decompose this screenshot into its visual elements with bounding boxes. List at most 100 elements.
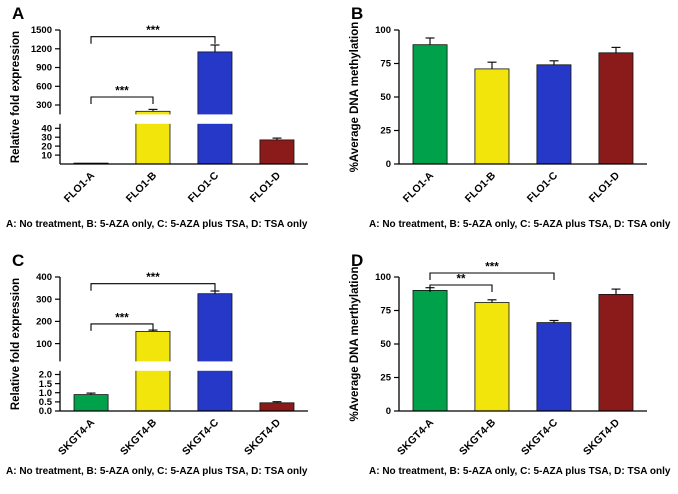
bar-FLO1-B (474, 68, 510, 165)
y-tick-label: 30 (41, 132, 52, 143)
x-tick-label-FLO1-B: FLO1-B (124, 169, 160, 205)
y-tick-label: 600 (36, 82, 52, 93)
bar-FLO1-C (536, 64, 572, 165)
significance-bracket (90, 36, 216, 44)
bar-SKGT4-D (259, 402, 295, 412)
x-tick-label-FLO1-A: FLO1-A (62, 169, 98, 205)
treatment-caption-A: A: No treatment, B: 5-AZA only, C: 5-AZA… (6, 219, 308, 230)
x-tick-label-SKGT4-D: SKGT4-D (581, 416, 622, 457)
panel-A: A 10 20 30 40 300 600 900 1200 1500 FLO1-A FLO1-B F… (0, 0, 339, 247)
y-tick-label: 50 (380, 92, 391, 103)
x-tick-label-FLO1-A: FLO1-A (401, 169, 437, 205)
significance-label: ** (457, 274, 466, 286)
x-tick-label-FLO1-C: FLO1-C (525, 169, 561, 205)
error-bar-SKGT4-C (210, 290, 220, 294)
significance-label: *** (146, 25, 160, 37)
x-tick-label-FLO1-D: FLO1-D (587, 169, 623, 205)
panel-letter-A: A (12, 4, 25, 23)
y-axis-label: %Average DNA merthylation (349, 266, 361, 421)
chart-svg: 0.00.51.01.52.0 100 200 300 400 SKGT4-A SKGT4-… (10, 272, 308, 458)
bar-SKGT4-A (73, 394, 109, 412)
panel-letter-C: C (12, 251, 25, 270)
error-bar-FLO1-D (272, 137, 282, 140)
panel-D: D 0 25 50 75 100 SKGT4-A SKGT4-B SKGT4-C SKGT4-D… (339, 247, 678, 494)
error-bar-FLO1-D (611, 46, 621, 53)
bar-SKGT4-C (536, 322, 572, 412)
error-bar-SKGT4-D (272, 401, 282, 403)
y-tick-label: 1200 (31, 44, 52, 55)
bar-FLO1-A (412, 44, 448, 165)
bar-chart-A: 10 20 30 40 300 600 900 1200 1500 FLO1-A FLO1-B FLO… (6, 12, 326, 214)
x-tick-label-SKGT4-A: SKGT4-A (56, 416, 97, 457)
significance-label: *** (485, 262, 499, 274)
error-bar-FLO1-A (425, 37, 435, 45)
y-tick-label: 400 (36, 272, 52, 283)
bar-chart-D: 0 25 50 75 100 SKGT4-A SKGT4-B SKGT4-C SKGT4-D %A… (345, 259, 665, 461)
y-tick-label: 300 (36, 100, 52, 111)
error-bar-FLO1-C (210, 44, 220, 52)
error-bar-FLO1-C (549, 60, 559, 65)
y-tick-label: 0 (386, 406, 391, 417)
y-tick-label: 1500 (31, 25, 52, 36)
y-tick-label: 10 (41, 150, 52, 161)
treatment-caption-D: A: No treatment, B: 5-AZA only, C: 5-AZA… (369, 466, 671, 477)
significance-bracket (429, 272, 555, 280)
bar-chart-C: 0.0 0.5 1.0 1.5 2.0 100 200 300 400 SKGT4-A SKGT4-… (6, 259, 326, 461)
y-tick-label: 100 (36, 339, 52, 350)
y-tick-label: 1.0 (39, 388, 52, 399)
bar-SKGT4-C (197, 293, 233, 412)
y-tick-label: 300 (36, 294, 52, 305)
y-tick-label: 40 (41, 124, 52, 135)
error-bar-FLO1-B (148, 108, 158, 112)
error-bar-SKGT4-B (487, 299, 497, 303)
significance-bracket (90, 96, 154, 104)
x-tick-label-SKGT4-B: SKGT4-B (457, 416, 498, 457)
y-tick-label: 25 (380, 126, 391, 137)
y-axis-label: Relative fold expression (10, 278, 22, 410)
chart-svg: 0 25 50 75 100 SKGT4-A SKGT4-B SKGT4-C SKGT4-D %A… (349, 262, 647, 458)
panel-B: B 0 25 50 75 100 FLO1-A FLO1-B FLO1-C FLO1-D %Ave… (339, 0, 678, 247)
x-tick-label-SKGT4-C: SKGT4-C (180, 416, 221, 457)
significance-label: *** (115, 312, 129, 324)
panel-letter-B: B (351, 4, 364, 23)
x-tick-label-FLO1-B: FLO1-B (463, 169, 499, 205)
significance-bracket (90, 323, 154, 331)
x-tick-label-SKGT4-A: SKGT4-A (395, 416, 436, 457)
error-bar-SKGT4-A (86, 392, 96, 395)
panel-letter-D: D (351, 251, 364, 270)
bar-FLO1-D (259, 139, 295, 165)
y-tick-label: 2.0 (39, 370, 52, 381)
y-tick-label: 25 (380, 373, 391, 384)
bar-SKGT4-B (474, 302, 510, 412)
bar-FLO1-C (197, 51, 233, 165)
error-bar-FLO1-B (487, 61, 497, 69)
treatment-caption-B: A: No treatment, B: 5-AZA only, C: 5-AZA… (369, 219, 671, 230)
significance-label: *** (115, 86, 129, 98)
axes (59, 277, 308, 412)
x-tick-label-SKGT4-D: SKGT4-D (242, 416, 283, 457)
y-axis-label: Relative fold expression (10, 31, 22, 163)
error-bar-SKGT4-C (549, 319, 559, 323)
y-tick-label: 900 (36, 63, 52, 74)
bar-SKGT4-A (412, 289, 448, 412)
bar-FLO1-D (598, 52, 634, 165)
y-tick-label: 1.5 (39, 379, 53, 390)
y-tick-label: 75 (380, 59, 391, 70)
chart-svg: 0 25 50 75 100 FLO1-A FLO1-B FLO1-C FLO1-D %Avera… (349, 22, 647, 205)
axes (59, 30, 308, 165)
bar-SKGT4-B (135, 331, 171, 412)
significance-bracket (90, 283, 216, 291)
y-tick-label: 0.0 (39, 406, 52, 417)
y-tick-label: 20 (41, 141, 52, 152)
y-tick-label: 0.5 (39, 397, 53, 408)
significance-label: *** (146, 272, 160, 284)
x-tick-label-SKGT4-B: SKGT4-B (118, 416, 159, 457)
y-tick-label: 100 (375, 25, 391, 36)
y-tick-label: 50 (380, 339, 391, 350)
x-tick-label-FLO1-D: FLO1-D (248, 169, 284, 205)
error-bar-SKGT4-D (611, 288, 621, 295)
significance-bracket (429, 284, 493, 292)
treatment-caption-C: A: No treatment, B: 5-AZA only, C: 5-AZA… (6, 466, 308, 477)
